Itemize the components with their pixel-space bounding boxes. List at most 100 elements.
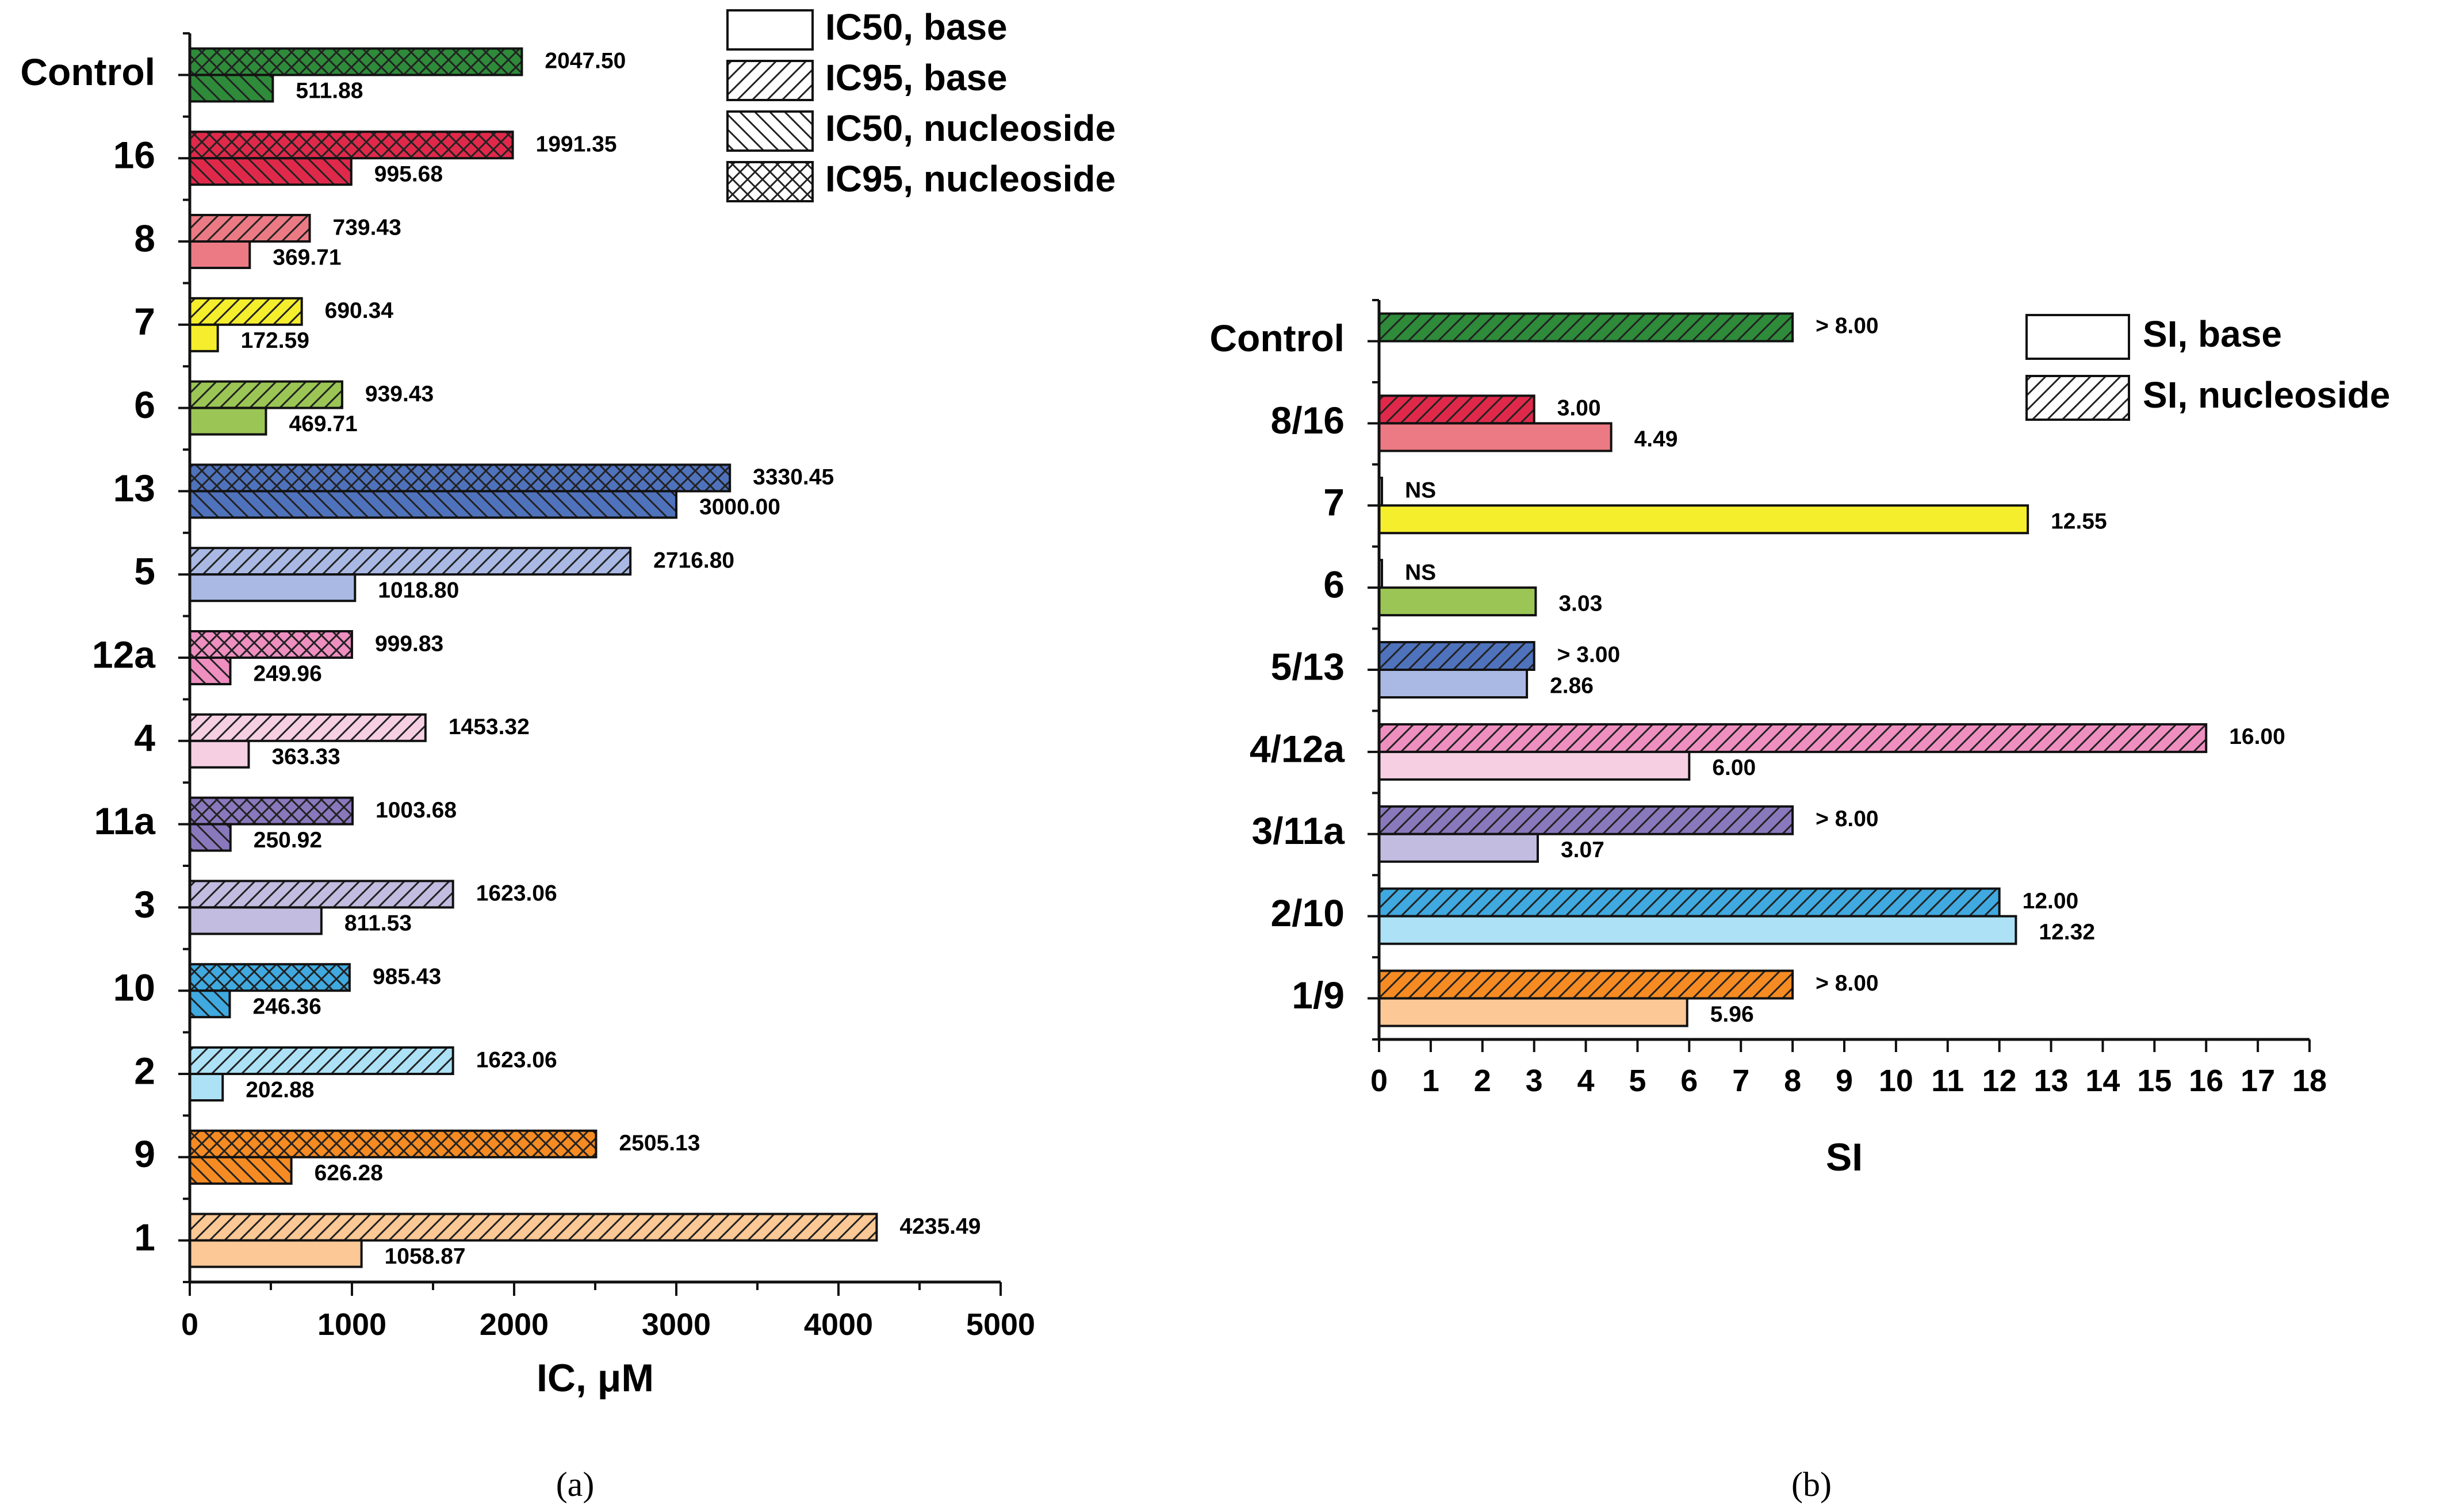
category-label-1-9: 1/9 (1292, 974, 1345, 1016)
label-ic95-3: 1623.06 (476, 881, 557, 906)
label-ic50-10: 246.36 (252, 994, 321, 1019)
bar-ic50-3-fill (190, 907, 321, 934)
bar-si-base-2-10 (1378, 915, 2017, 945)
x-tick-label-6: 6 (1680, 1064, 1698, 1098)
category-label-control: Control (20, 51, 155, 93)
bar-si-nucleoside-5-13 (1378, 641, 1535, 671)
x-tick-label-4000: 4000 (804, 1307, 873, 1342)
x-tick-label-13: 13 (2034, 1064, 2069, 1098)
legend-swatch-hatch (727, 162, 813, 201)
x-tick-label-4: 4 (1577, 1064, 1595, 1098)
bar-ic95-11a-hatch (190, 797, 353, 824)
label-ic50-6: 469.71 (289, 412, 357, 436)
label-si-nucleoside-2-10: 12.00 (2023, 889, 2079, 914)
bar-si-base-3-11a-fill (1379, 834, 1538, 862)
label-ic50-4: 363.33 (271, 745, 340, 769)
label-si-base-8-16: 4.49 (1634, 427, 1678, 452)
x-tick-label-16: 16 (2189, 1064, 2223, 1098)
category-label-10: 10 (113, 966, 155, 1009)
bar-ic95-16-hatch (190, 132, 513, 159)
category-label-4-12a: 4/12a (1250, 727, 1345, 770)
bar-ic95-13-hatch (190, 465, 730, 492)
x-tick-label-8: 8 (1784, 1064, 1801, 1098)
label-ic50-1: 1058.87 (385, 1244, 466, 1269)
x-tick-label-0: 0 (181, 1307, 198, 1342)
bar-ic50-5-fill (190, 574, 355, 601)
x-tick-label-17: 17 (2241, 1064, 2275, 1098)
x-tick-label-12: 12 (1982, 1064, 2017, 1098)
label-ic95-6: 939.43 (365, 382, 434, 406)
label-ic50-7: 172.59 (241, 328, 309, 353)
x-tick-label-0: 0 (1370, 1064, 1388, 1098)
bar-si-base-8-16 (1378, 422, 1613, 452)
category-label-5-13: 5/13 (1271, 645, 1345, 688)
bar-si-base-1-9-fill (1379, 998, 1687, 1026)
bar-ic95-5-hatch (190, 548, 631, 575)
legend-label-0: IC50, base (825, 6, 1008, 48)
x-tick-label-14: 14 (2085, 1064, 2120, 1098)
label-ic95-10: 985.43 (373, 964, 441, 989)
label-ic50-13: 3000.00 (699, 495, 780, 520)
bar-si-nucleoside-8-16-hatch (1379, 396, 1534, 424)
label-ic50-8: 369.71 (273, 245, 341, 270)
category-label-8-16: 8/16 (1271, 399, 1345, 442)
bar-ic50-4-fill (190, 740, 249, 767)
bar-si-nucleoside-3-11a (1378, 805, 1794, 835)
category-label-5: 5 (134, 550, 155, 593)
bar-si-base-6-fill (1379, 588, 1536, 616)
category-label-11a: 11a (94, 800, 156, 842)
legend-swatch-hatch (2027, 376, 2129, 420)
bar-ic95-10 (189, 963, 351, 992)
label-ic50-2: 202.88 (246, 1077, 314, 1102)
category-label-4: 4 (134, 716, 155, 759)
bar-si-base-5-13-fill (1379, 670, 1527, 697)
bar-si-base-6 (1378, 586, 1537, 617)
category-label-2-10: 2/10 (1271, 892, 1345, 934)
label-ic95-control: 2047.50 (545, 49, 626, 74)
bar-ic50-11a-hatch (190, 824, 231, 851)
label-si-base-6: 3.03 (1558, 591, 1602, 616)
label-si-nucleoside-7: NS (1405, 478, 1436, 503)
category-label-3: 3 (134, 883, 155, 926)
bar-si-nucleoside-5-13-hatch (1379, 642, 1534, 670)
label-ic95-1: 4235.49 (899, 1214, 981, 1239)
bar-ic95-5 (189, 547, 632, 576)
bar-ic50-12a-hatch (190, 658, 231, 684)
label-ic50-16: 995.68 (374, 162, 443, 186)
bar-ic95-8 (189, 214, 311, 243)
panel-a-ic-chart: 2047.50511.88Control1991.35995.6816739.4… (20, 6, 1116, 1400)
panel-b-si-chart: > 8.00 Control 3.00 4.49 8/16 NS 12.55 7 NS 3.03 6… (1209, 299, 2390, 1179)
bar-si-nucleoside-control (1378, 312, 1794, 343)
bar-si-base-5-13 (1378, 669, 1529, 699)
x-tick-label-7: 7 (1732, 1064, 1749, 1098)
bar-ic50-5 (189, 573, 357, 603)
bar-si-nucleoside-3-11a-hatch (1379, 806, 1793, 834)
legend-swatch-outline (726, 110, 814, 152)
label-ic95-7: 690.34 (325, 298, 394, 323)
bar-ic50-11a (189, 823, 232, 852)
x-tick-label-5000: 5000 (966, 1307, 1035, 1342)
bar-ic50-3 (189, 906, 323, 935)
legend-item-1: SI, nucleoside (2025, 374, 2390, 421)
legend-swatch-outline (726, 161, 814, 202)
bar-ic95-6 (189, 380, 343, 409)
x-axis-title: SI (1826, 1135, 1863, 1179)
legend-swatch-outline (726, 60, 814, 101)
label-si-nucleoside-3-11a: > 8.00 (1816, 807, 1879, 831)
bar-ic95-control-hatch (190, 48, 522, 75)
legend-item-2: IC50, nucleoside (726, 108, 1116, 152)
bar-si-nucleoside-8-16 (1378, 394, 1535, 425)
label-ic95-2: 1623.06 (476, 1047, 557, 1072)
label-si-nucleoside-6: NS (1405, 560, 1436, 585)
bar-ic50-10-hatch (190, 991, 230, 1018)
label-ic50-5: 1018.80 (378, 578, 459, 603)
category-label-8: 8 (134, 217, 155, 259)
label-ic50-9: 626.28 (315, 1161, 383, 1185)
legend-swatch-bg (2027, 315, 2129, 359)
label-ic95-9: 2505.13 (619, 1131, 700, 1156)
caption-b: (b) (1791, 1465, 1832, 1503)
bar-ic50-6-fill (190, 408, 266, 435)
legend-swatch-outline (2025, 314, 2130, 360)
bar-si-nucleoside-1-9-hatch (1379, 970, 1793, 999)
